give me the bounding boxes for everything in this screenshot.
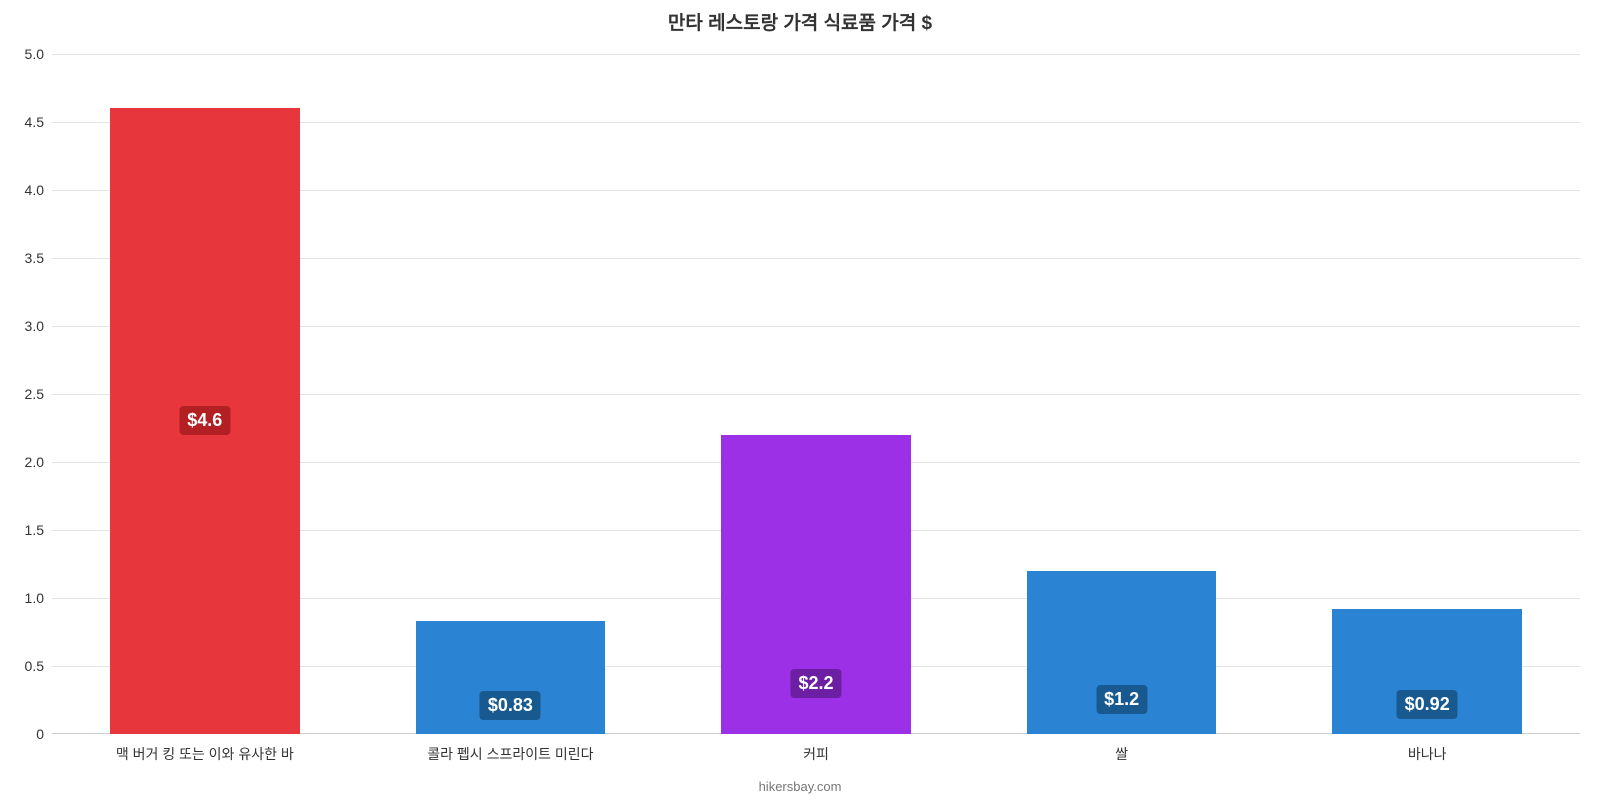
bar: $0.83 [416,621,605,734]
bar-value-label: $0.83 [480,691,541,720]
y-tick-label: 0 [36,726,44,742]
bar-value-label: $0.92 [1397,690,1458,719]
bar: $1.2 [1027,571,1216,734]
bar-value-label: $2.2 [790,669,841,698]
y-tick-label: 4.5 [25,114,44,130]
y-tick-label: 2.0 [25,454,44,470]
y-tick-label: 3.0 [25,318,44,334]
bar: $0.92 [1332,609,1521,734]
y-tick-label: 2.5 [25,386,44,402]
chart-attribution: hikersbay.com [0,779,1600,794]
x-tick-label: 콜라 펩시 스프라이트 미린다 [427,744,593,764]
plot-area: 00.51.01.52.02.53.03.54.04.55.0$4.6맥 버거 … [52,54,1580,734]
x-tick-label: 커피 [803,744,829,764]
y-tick-label: 3.5 [25,250,44,266]
chart-container: 만타 레스토랑 가격 식료품 가격 $ 00.51.01.52.02.53.03… [0,0,1600,800]
y-tick-label: 0.5 [25,658,44,674]
y-tick-label: 4.0 [25,182,44,198]
bar: $4.6 [110,108,299,734]
chart-title: 만타 레스토랑 가격 식료품 가격 $ [0,8,1600,35]
x-tick-label: 쌀 [1115,744,1128,764]
bar-value-label: $4.6 [179,406,230,435]
x-tick-label: 맥 버거 킹 또는 이와 유사한 바 [116,744,294,764]
x-tick-label: 바나나 [1408,744,1447,764]
bar: $2.2 [721,435,910,734]
bar-value-label: $1.2 [1096,685,1147,714]
y-tick-label: 5.0 [25,46,44,62]
grid-line [52,54,1580,55]
y-tick-label: 1.5 [25,522,44,538]
y-tick-label: 1.0 [25,590,44,606]
